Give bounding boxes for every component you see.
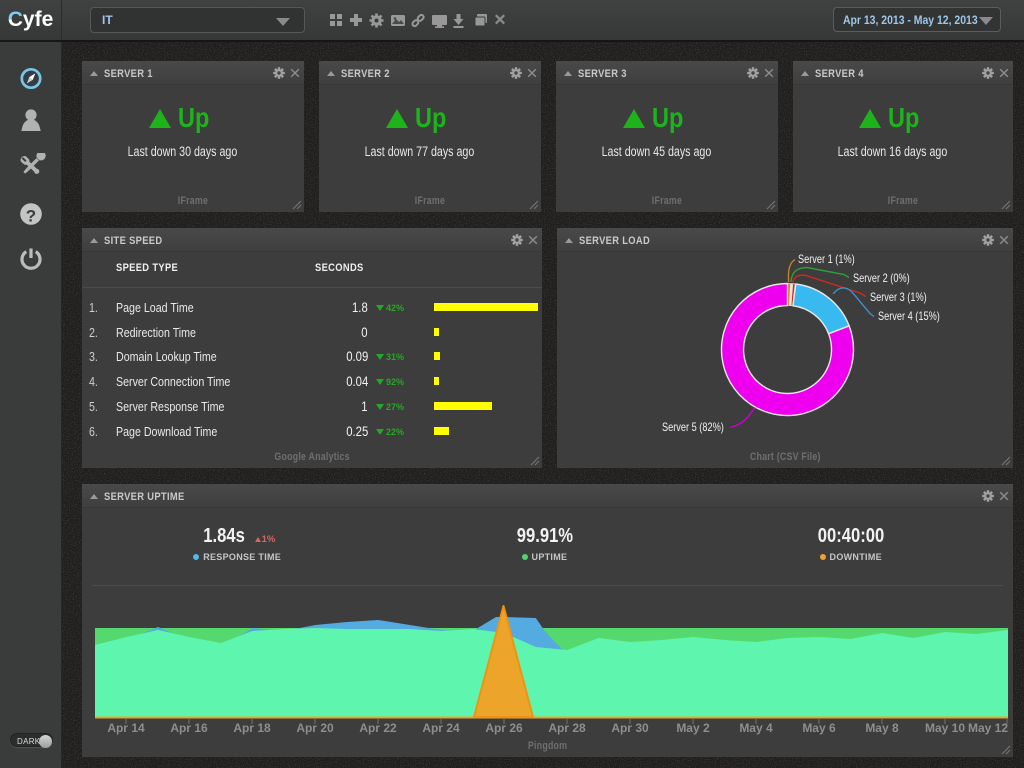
svg-text:Server 5 (82%): Server 5 (82%) [662, 422, 724, 434]
svg-text:Apr 20: Apr 20 [296, 721, 334, 735]
svg-text:Server 4 (15%): Server 4 (15%) [878, 311, 940, 323]
svg-text:Apr 14: Apr 14 [107, 721, 145, 735]
svg-text:Server 1 (1%): Server 1 (1%) [798, 254, 855, 266]
svg-text:May 6: May 6 [802, 721, 836, 735]
svg-text:Apr 24: Apr 24 [422, 721, 460, 735]
svg-text:May 10: May 10 [925, 721, 965, 735]
svg-text:?: ? [26, 207, 36, 226]
svg-text:Apr 26: Apr 26 [485, 721, 523, 735]
svg-text:May 4: May 4 [739, 721, 773, 735]
svg-text:May 12: May 12 [968, 721, 1008, 735]
svg-text:May 8: May 8 [865, 721, 899, 735]
svg-text:Server 2 (0%): Server 2 (0%) [853, 273, 910, 285]
svg-text:May 2: May 2 [676, 721, 710, 735]
svg-text:Apr 30: Apr 30 [611, 721, 649, 735]
svg-text:Apr 16: Apr 16 [170, 721, 208, 735]
svg-text:Apr 18: Apr 18 [233, 721, 271, 735]
svg-text:Server 3 (1%): Server 3 (1%) [870, 292, 927, 304]
svg-text:Apr 22: Apr 22 [359, 721, 397, 735]
svg-text:Apr 28: Apr 28 [548, 721, 586, 735]
